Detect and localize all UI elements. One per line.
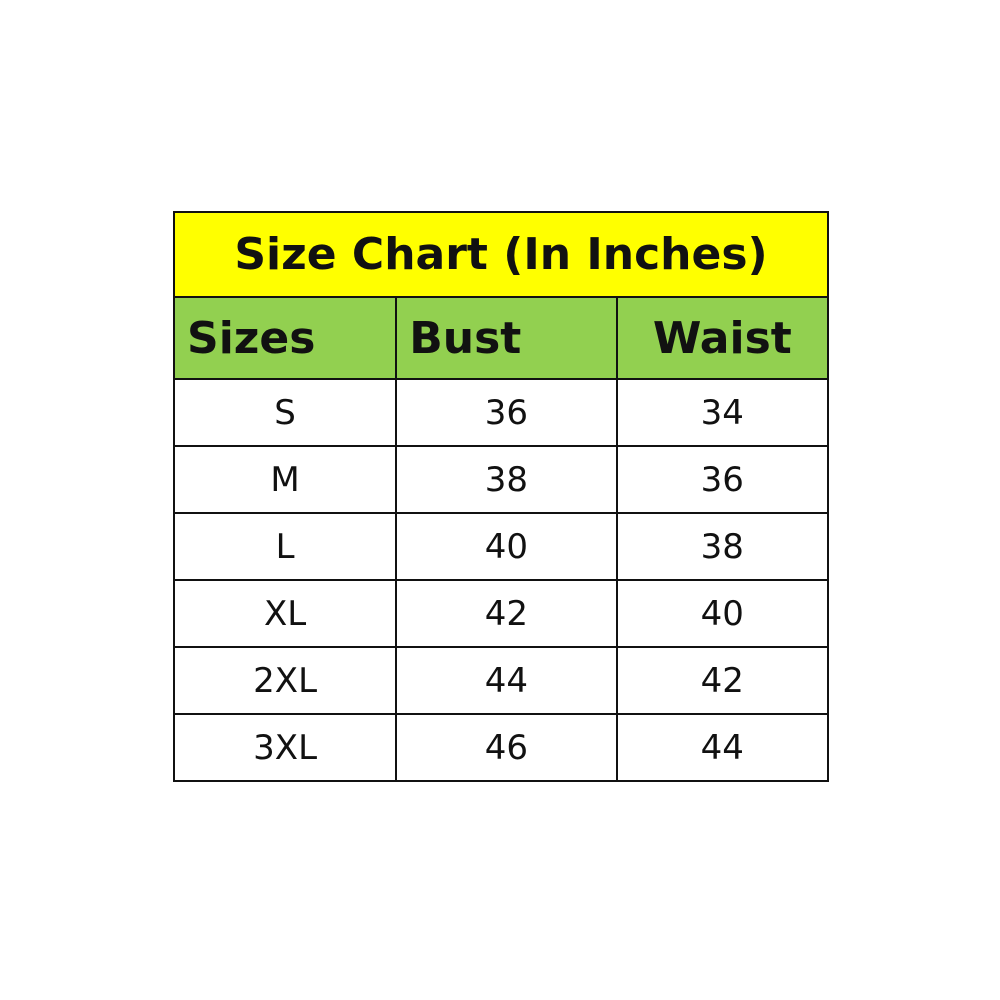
bust-cell: 44 xyxy=(395,646,618,715)
waist-cell: 44 xyxy=(615,713,830,782)
size-cell: S xyxy=(172,378,398,447)
table-row: M 38 36 xyxy=(172,445,830,514)
table-row: S 36 34 xyxy=(172,378,830,447)
header-sizes: Sizes xyxy=(172,296,398,380)
header-waist: Waist xyxy=(615,296,830,380)
table-title: Size Chart (In Inches) xyxy=(173,211,829,298)
header-bust: Bust xyxy=(395,296,618,380)
size-chart-table: Size Chart (In Inches) Sizes Bust Waist … xyxy=(172,211,830,782)
waist-cell: 36 xyxy=(615,445,830,514)
size-cell: XL xyxy=(172,579,398,648)
title-row: Size Chart (In Inches) xyxy=(173,211,829,298)
size-cell: L xyxy=(172,512,398,581)
header-row: Sizes Bust Waist xyxy=(172,296,830,380)
bust-cell: 46 xyxy=(395,713,618,782)
bust-cell: 36 xyxy=(395,378,618,447)
bust-cell: 40 xyxy=(395,512,618,581)
waist-cell: 38 xyxy=(615,512,830,581)
bust-cell: 38 xyxy=(395,445,618,514)
size-cell: 3XL xyxy=(172,713,398,782)
size-cell: 2XL xyxy=(172,646,398,715)
waist-cell: 34 xyxy=(615,378,830,447)
table-row: 3XL 46 44 xyxy=(172,713,830,782)
waist-cell: 40 xyxy=(615,579,830,648)
waist-cell: 42 xyxy=(615,646,830,715)
bust-cell: 42 xyxy=(395,579,618,648)
table-row: L 40 38 xyxy=(172,512,830,581)
table-row: 2XL 44 42 xyxy=(172,646,830,715)
size-cell: M xyxy=(172,445,398,514)
table-row: XL 42 40 xyxy=(172,579,830,648)
